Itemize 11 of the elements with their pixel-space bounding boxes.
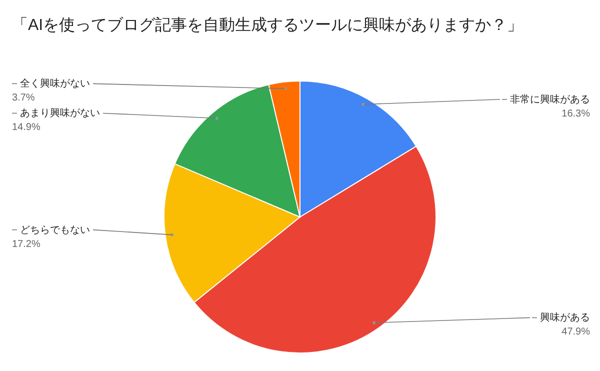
slice-label: あまり興味がない	[20, 107, 100, 120]
data-label: 16.3%	[562, 108, 590, 120]
slice-label: 興味がある	[540, 312, 590, 324]
data-label: 3.7%	[12, 92, 35, 104]
slice-label: 全く興味がない	[20, 78, 90, 90]
data-label: 17.2%	[12, 238, 40, 250]
chart-title: 「AIを使ってブログ記事を自動生成するツールに興味がありますか？」	[12, 16, 524, 34]
data-label: 47.9%	[562, 326, 590, 338]
slice-label: 非常に興味がある	[510, 93, 590, 106]
slice-label: どちらでもない	[20, 224, 90, 236]
data-label: 14.9%	[12, 122, 40, 134]
